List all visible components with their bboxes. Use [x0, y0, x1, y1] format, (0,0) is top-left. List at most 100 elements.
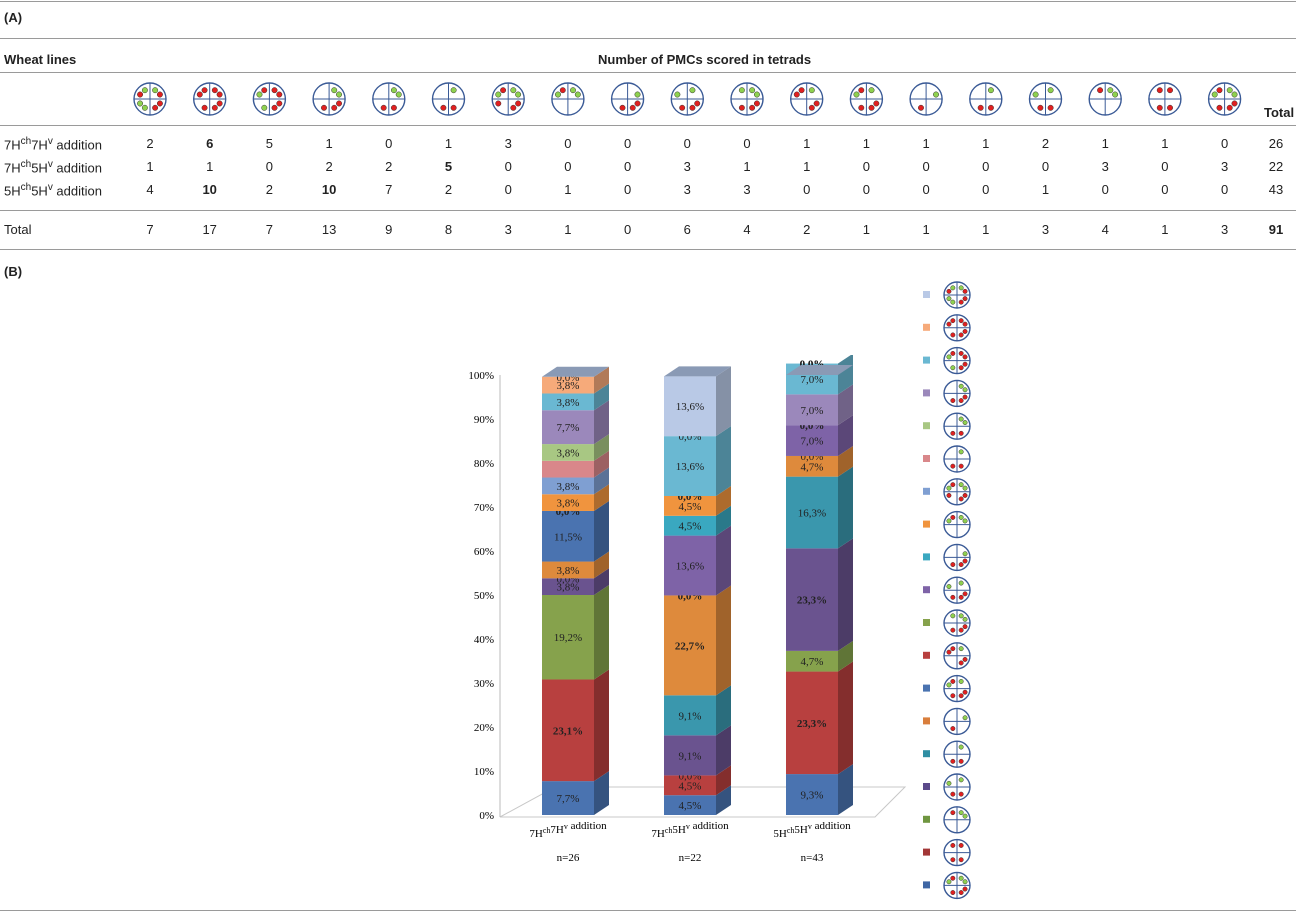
tetrad-icon-11 — [730, 82, 764, 116]
tetrad-icon-12 — [790, 82, 824, 116]
total-cell: 8 — [444, 222, 453, 237]
green-dot — [962, 518, 968, 524]
legend-tetrad-2 — [943, 314, 971, 342]
tetrad-icon-13 — [849, 82, 884, 116]
bar-segment-side — [594, 450, 609, 478]
legend-tetrad-18 — [943, 838, 971, 867]
y-tick-label: 60% — [474, 546, 494, 558]
bar-segment-side — [594, 771, 609, 815]
red-dot — [694, 100, 701, 107]
table-cell: 5 — [444, 159, 453, 174]
red-dot — [987, 104, 994, 111]
table-cell: 0 — [564, 159, 572, 174]
legend-swatch — [923, 881, 930, 889]
tetrad-icon-14 — [909, 82, 943, 116]
bar-segment-side — [716, 366, 731, 437]
red-dot — [962, 296, 968, 302]
table-cell: 2 — [325, 159, 333, 174]
red-dot — [958, 627, 964, 633]
green-dot — [261, 104, 268, 111]
green-dot — [749, 87, 756, 94]
table-cell: 1 — [146, 159, 154, 174]
green-dot — [958, 482, 964, 488]
segment-label: 7,0% — [801, 374, 824, 386]
red-dot — [1156, 104, 1163, 111]
legend-swatch — [923, 520, 930, 528]
bar-segment — [786, 650, 838, 672]
segment-label: 7,0% — [801, 405, 824, 417]
table-cell: 1 — [803, 159, 811, 174]
red-dot — [958, 857, 964, 863]
table-cell: 1 — [564, 182, 572, 197]
top-rule — [0, 1, 1296, 2]
legend-tetrad-16 — [943, 773, 971, 801]
red-dot — [321, 104, 327, 111]
green-dot — [634, 91, 641, 98]
segment-label: 7,7% — [557, 422, 580, 434]
table-cell: 1 — [862, 136, 870, 151]
legend-tetrad-9 — [943, 543, 971, 572]
green-dot — [962, 551, 968, 557]
total-cell: 3 — [1220, 222, 1229, 237]
legend-tetrad-17 — [943, 806, 971, 834]
table-cell: 2 — [385, 159, 393, 174]
table-cell: 4 — [146, 182, 154, 197]
table-cell: 0 — [623, 182, 632, 197]
table-cell: 5 — [265, 136, 273, 151]
legend-swatch — [923, 455, 930, 462]
table-cell: 0 — [1220, 182, 1229, 197]
red-dot — [958, 693, 964, 699]
table-top-rule — [0, 125, 1296, 126]
red-dot — [868, 104, 875, 111]
bar-segment-side — [716, 725, 731, 776]
bottom-rule — [0, 910, 1296, 911]
segment-label: 19,2% — [554, 632, 582, 644]
segment-label: 9,3% — [801, 790, 824, 802]
bar-segment-side — [594, 467, 609, 495]
total-cell: 6 — [683, 222, 691, 237]
green-dot — [1112, 91, 1119, 98]
segment-label: 23,3% — [797, 718, 827, 730]
red-dot — [634, 100, 641, 107]
green-dot — [574, 91, 581, 98]
green-dot — [962, 387, 968, 393]
red-dot — [958, 562, 964, 568]
segment-label: 3,8% — [557, 498, 580, 510]
red-dot — [950, 646, 956, 652]
legend-tetrad-3 — [943, 346, 971, 375]
bar-stack-1: 7,7%23,1%19,2%3,8%0,0%3,8%11,5%0,0%3,8%3… — [542, 366, 609, 815]
red-dot — [950, 758, 956, 764]
red-dot — [331, 104, 338, 111]
bar-segment — [664, 795, 716, 815]
y-tick-label: 0% — [479, 810, 494, 822]
bar-segment-side — [594, 484, 609, 511]
total-cell: 0 — [623, 222, 632, 237]
green-dot — [1047, 87, 1054, 94]
red-dot — [211, 87, 218, 94]
wheat-lines-header: Wheat lines — [4, 52, 77, 67]
tetrad-icon-19 — [1207, 82, 1242, 116]
red-dot — [958, 660, 964, 666]
green-dot — [256, 91, 263, 98]
red-dot — [261, 87, 268, 94]
red-dot — [1047, 104, 1054, 111]
bar-segment-side — [838, 384, 853, 426]
green-dot — [958, 777, 964, 783]
segment-label: 23,3% — [797, 595, 827, 607]
green-dot — [689, 87, 696, 94]
pmc-count-header: Number of PMCs scored in tetrads — [598, 52, 812, 67]
red-dot — [619, 104, 626, 111]
segment-label: 3,8% — [557, 397, 580, 409]
bar-segment-side — [838, 661, 853, 775]
total-cell: 7 — [265, 222, 273, 237]
green-dot — [1211, 91, 1218, 98]
green-dot — [950, 613, 956, 619]
red-dot — [211, 104, 218, 111]
green-dot — [958, 646, 964, 652]
red-dot — [271, 87, 278, 94]
red-dot — [808, 104, 815, 111]
green-dot — [958, 449, 964, 455]
tetrad-icons-row — [133, 82, 1242, 116]
table-cell: 3 — [743, 182, 751, 197]
red-dot — [962, 361, 968, 367]
